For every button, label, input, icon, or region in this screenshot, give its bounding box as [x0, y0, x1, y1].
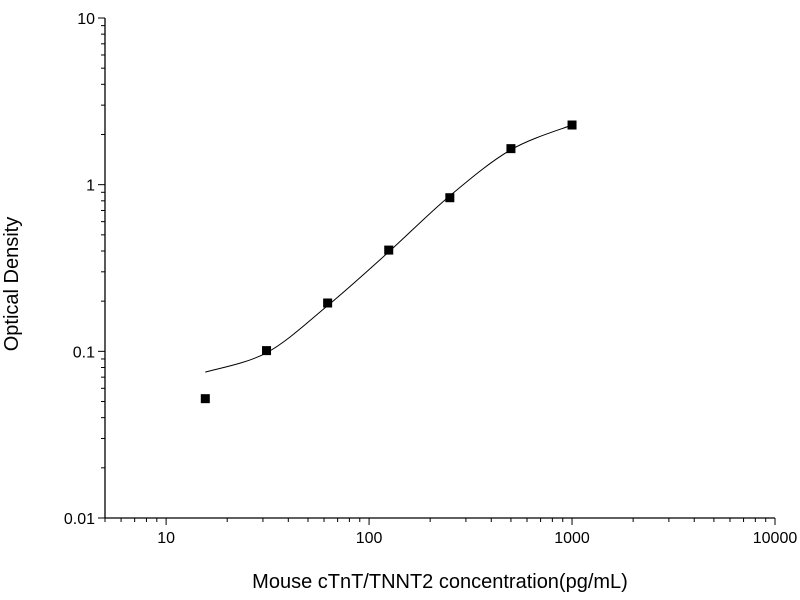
- data-point: [323, 298, 333, 308]
- plot-frame: [104, 18, 775, 519]
- data-point: [506, 144, 516, 154]
- y-axis-title: Optical Density: [1, 217, 23, 352]
- data-point: [445, 193, 455, 203]
- x-tick-label: 1000: [554, 530, 590, 547]
- data-point: [567, 120, 577, 130]
- y-tick-label: 0.1: [73, 344, 95, 361]
- data-point: [262, 346, 272, 356]
- y-axis-ticks: [98, 17, 105, 519]
- x-tick-label: 10000: [753, 530, 798, 547]
- x-axis-ticks: [104, 518, 776, 525]
- data-points-layer: [200, 120, 577, 404]
- x-tick-label: 10: [157, 530, 175, 547]
- x-axis-title: Mouse cTnT/TNNT2 concentration(pg/mL): [252, 571, 628, 593]
- y-tick-label: 1: [86, 178, 95, 195]
- tick-labels-layer: 10 100 1000 10000 0.01 0.1 1 10: [64, 11, 797, 547]
- data-point: [384, 245, 394, 255]
- x-tick-label: 100: [356, 530, 383, 547]
- y-tick-label: 0.01: [64, 511, 95, 528]
- y-tick-label: 10: [77, 11, 95, 28]
- data-point: [200, 394, 210, 404]
